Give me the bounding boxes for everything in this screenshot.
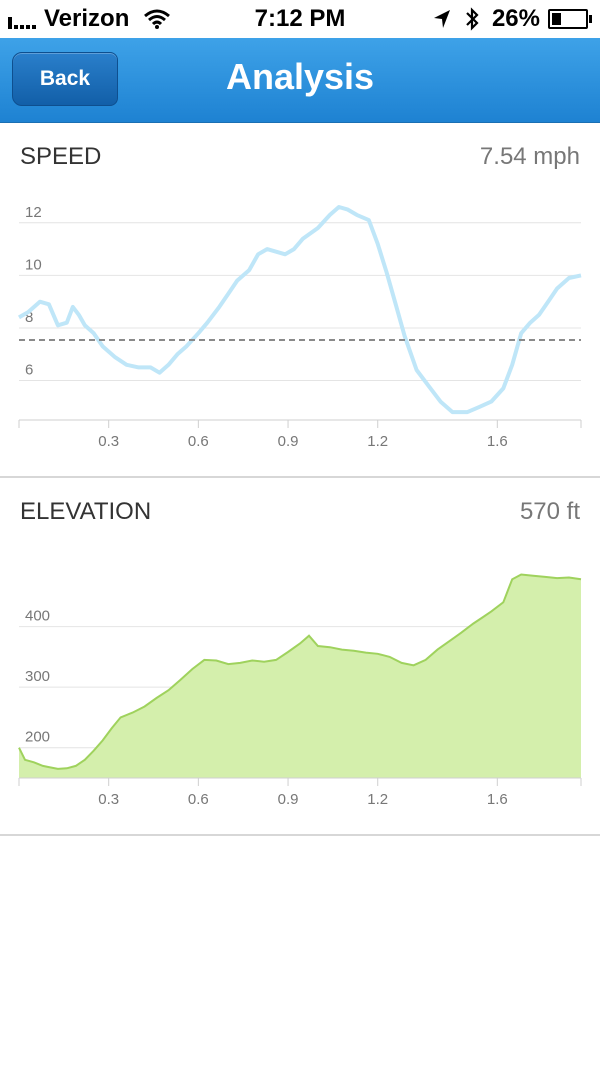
battery-icon [548,9,592,29]
y-tick-label: 400 [25,608,50,625]
speed-line [17,205,582,415]
elevation-value: 570 ft [519,498,580,525]
x-tick-label: 0.6 [188,791,209,808]
location-arrow-icon [433,10,450,28]
battery-percent: 26% [491,5,540,32]
x-tick-label: 0.6 [188,433,209,450]
y-tick-label: 8 [25,309,33,326]
status-time: 7:12 PM [254,5,346,32]
x-tick-label: 0.9 [278,791,299,808]
y-tick-label: 12 [25,204,42,221]
page-title: Analysis [225,56,375,97]
elevation-panel: ELEVATION 570 ft 200 300 400 0.3 0.6 0.9 1.2 1.… [0,478,600,836]
signal-strength-icon [8,9,38,29]
x-tick-label: 1.6 [487,433,508,450]
y-tick-label: 10 [25,256,42,273]
speed-value: 7.54 mph [479,143,580,170]
elevation-chart: 200 300 400 0.3 0.6 0.9 1.2 1.6 [18,573,582,808]
x-tick-label: 0.3 [98,791,119,808]
status-bar: Verizon 7:12 PM 26% [0,0,600,38]
x-tick-label: 0.9 [278,433,299,450]
y-tick-label: 300 [25,668,50,685]
carrier-name: Verizon [44,5,130,32]
x-tick-label: 0.3 [98,433,119,450]
elevation-area [19,574,581,778]
speed-chart: 6 8 10 12 0.3 0.6 0.9 1.2 1.6 [17,204,582,450]
speed-panel: SPEED 7.54 mph 6 8 10 12 0.3 0.6 0.9 1.2 1.6 [0,123,600,478]
speed-title: SPEED [20,143,102,170]
elevation-line [18,573,582,770]
x-tick-label: 1.2 [367,791,388,808]
y-tick-label: 6 [25,362,33,379]
bluetooth-icon [466,7,479,31]
x-tick-label: 1.2 [367,433,388,450]
x-tick-label: 1.6 [487,791,508,808]
navigation-bar: Back Analysis [0,38,600,123]
elevation-title: ELEVATION [20,498,152,525]
y-tick-label: 200 [25,729,50,746]
wifi-icon [144,9,171,29]
back-button[interactable]: Back [12,52,118,106]
